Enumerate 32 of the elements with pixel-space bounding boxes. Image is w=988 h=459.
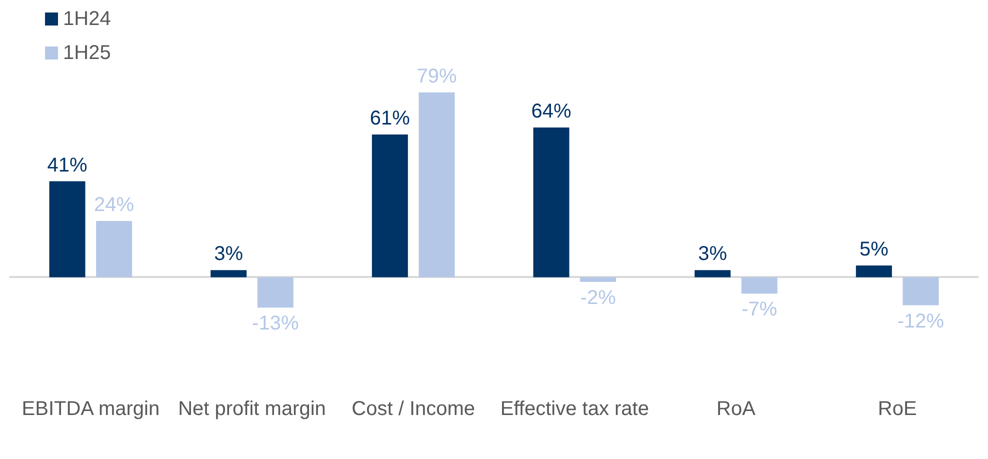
bar xyxy=(418,92,455,278)
data-label: 61% xyxy=(370,107,410,130)
x-tick-label: Effective tax rate xyxy=(500,398,649,420)
bar xyxy=(856,266,892,278)
legend-label: 1H24 xyxy=(63,8,111,30)
bar xyxy=(96,221,132,278)
bar xyxy=(257,277,294,308)
x-tick-label: RoA xyxy=(716,398,756,420)
x-tick-label: RoE xyxy=(878,398,917,420)
bar xyxy=(741,277,778,294)
data-label: 79% xyxy=(416,65,457,88)
data-label: -2% xyxy=(580,286,616,309)
x-tick-label: Cost / Income xyxy=(352,398,476,420)
bar xyxy=(49,181,86,278)
bar xyxy=(210,270,247,278)
bar xyxy=(372,134,408,278)
data-label: 3% xyxy=(698,243,728,266)
data-label: -12% xyxy=(897,310,944,332)
bar xyxy=(902,277,939,306)
data-label: 64% xyxy=(531,100,572,122)
data-label: 24% xyxy=(94,194,134,216)
bar xyxy=(533,127,570,278)
x-tick-label: EBITDA margin xyxy=(22,398,160,420)
data-label: 3% xyxy=(214,243,244,266)
data-label: -7% xyxy=(742,298,778,321)
data-label: -13% xyxy=(252,312,299,335)
data-label: 41% xyxy=(47,154,88,176)
x-tick-label: Net profit margin xyxy=(178,398,326,420)
data-label: 5% xyxy=(859,238,889,260)
legend-label: 1H25 xyxy=(63,42,111,64)
bar xyxy=(694,270,731,278)
bar xyxy=(580,277,616,282)
